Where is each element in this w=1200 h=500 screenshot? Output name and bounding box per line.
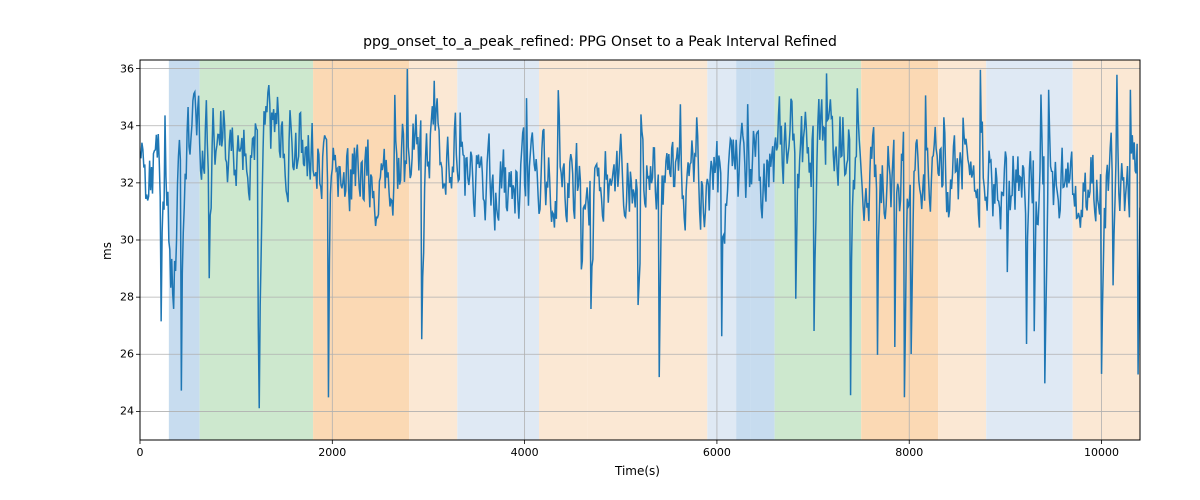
band [751, 60, 775, 440]
y-tick-label: 36 [110, 62, 134, 75]
band [539, 60, 587, 440]
y-tick-label: 28 [110, 291, 134, 304]
band [169, 60, 200, 440]
x-tick-label: 2000 [318, 446, 346, 459]
plot-svg [0, 0, 1200, 500]
x-axis-label: Time(s) [615, 464, 660, 478]
y-tick-label: 30 [110, 234, 134, 247]
x-tick-label: 0 [137, 446, 144, 459]
x-tick-label: 6000 [703, 446, 731, 459]
x-tick-label: 10000 [1084, 446, 1119, 459]
band [200, 60, 313, 440]
y-tick-label: 32 [110, 176, 134, 189]
band [986, 60, 1073, 440]
band [587, 60, 707, 440]
band [938, 60, 986, 440]
x-tick-label: 4000 [511, 446, 539, 459]
y-tick-label: 26 [110, 348, 134, 361]
x-tick-label: 8000 [895, 446, 923, 459]
y-tick-label: 24 [110, 405, 134, 418]
figure: ppg_onset_to_a_peak_refined: PPG Onset t… [0, 0, 1200, 500]
y-tick-label: 34 [110, 119, 134, 132]
